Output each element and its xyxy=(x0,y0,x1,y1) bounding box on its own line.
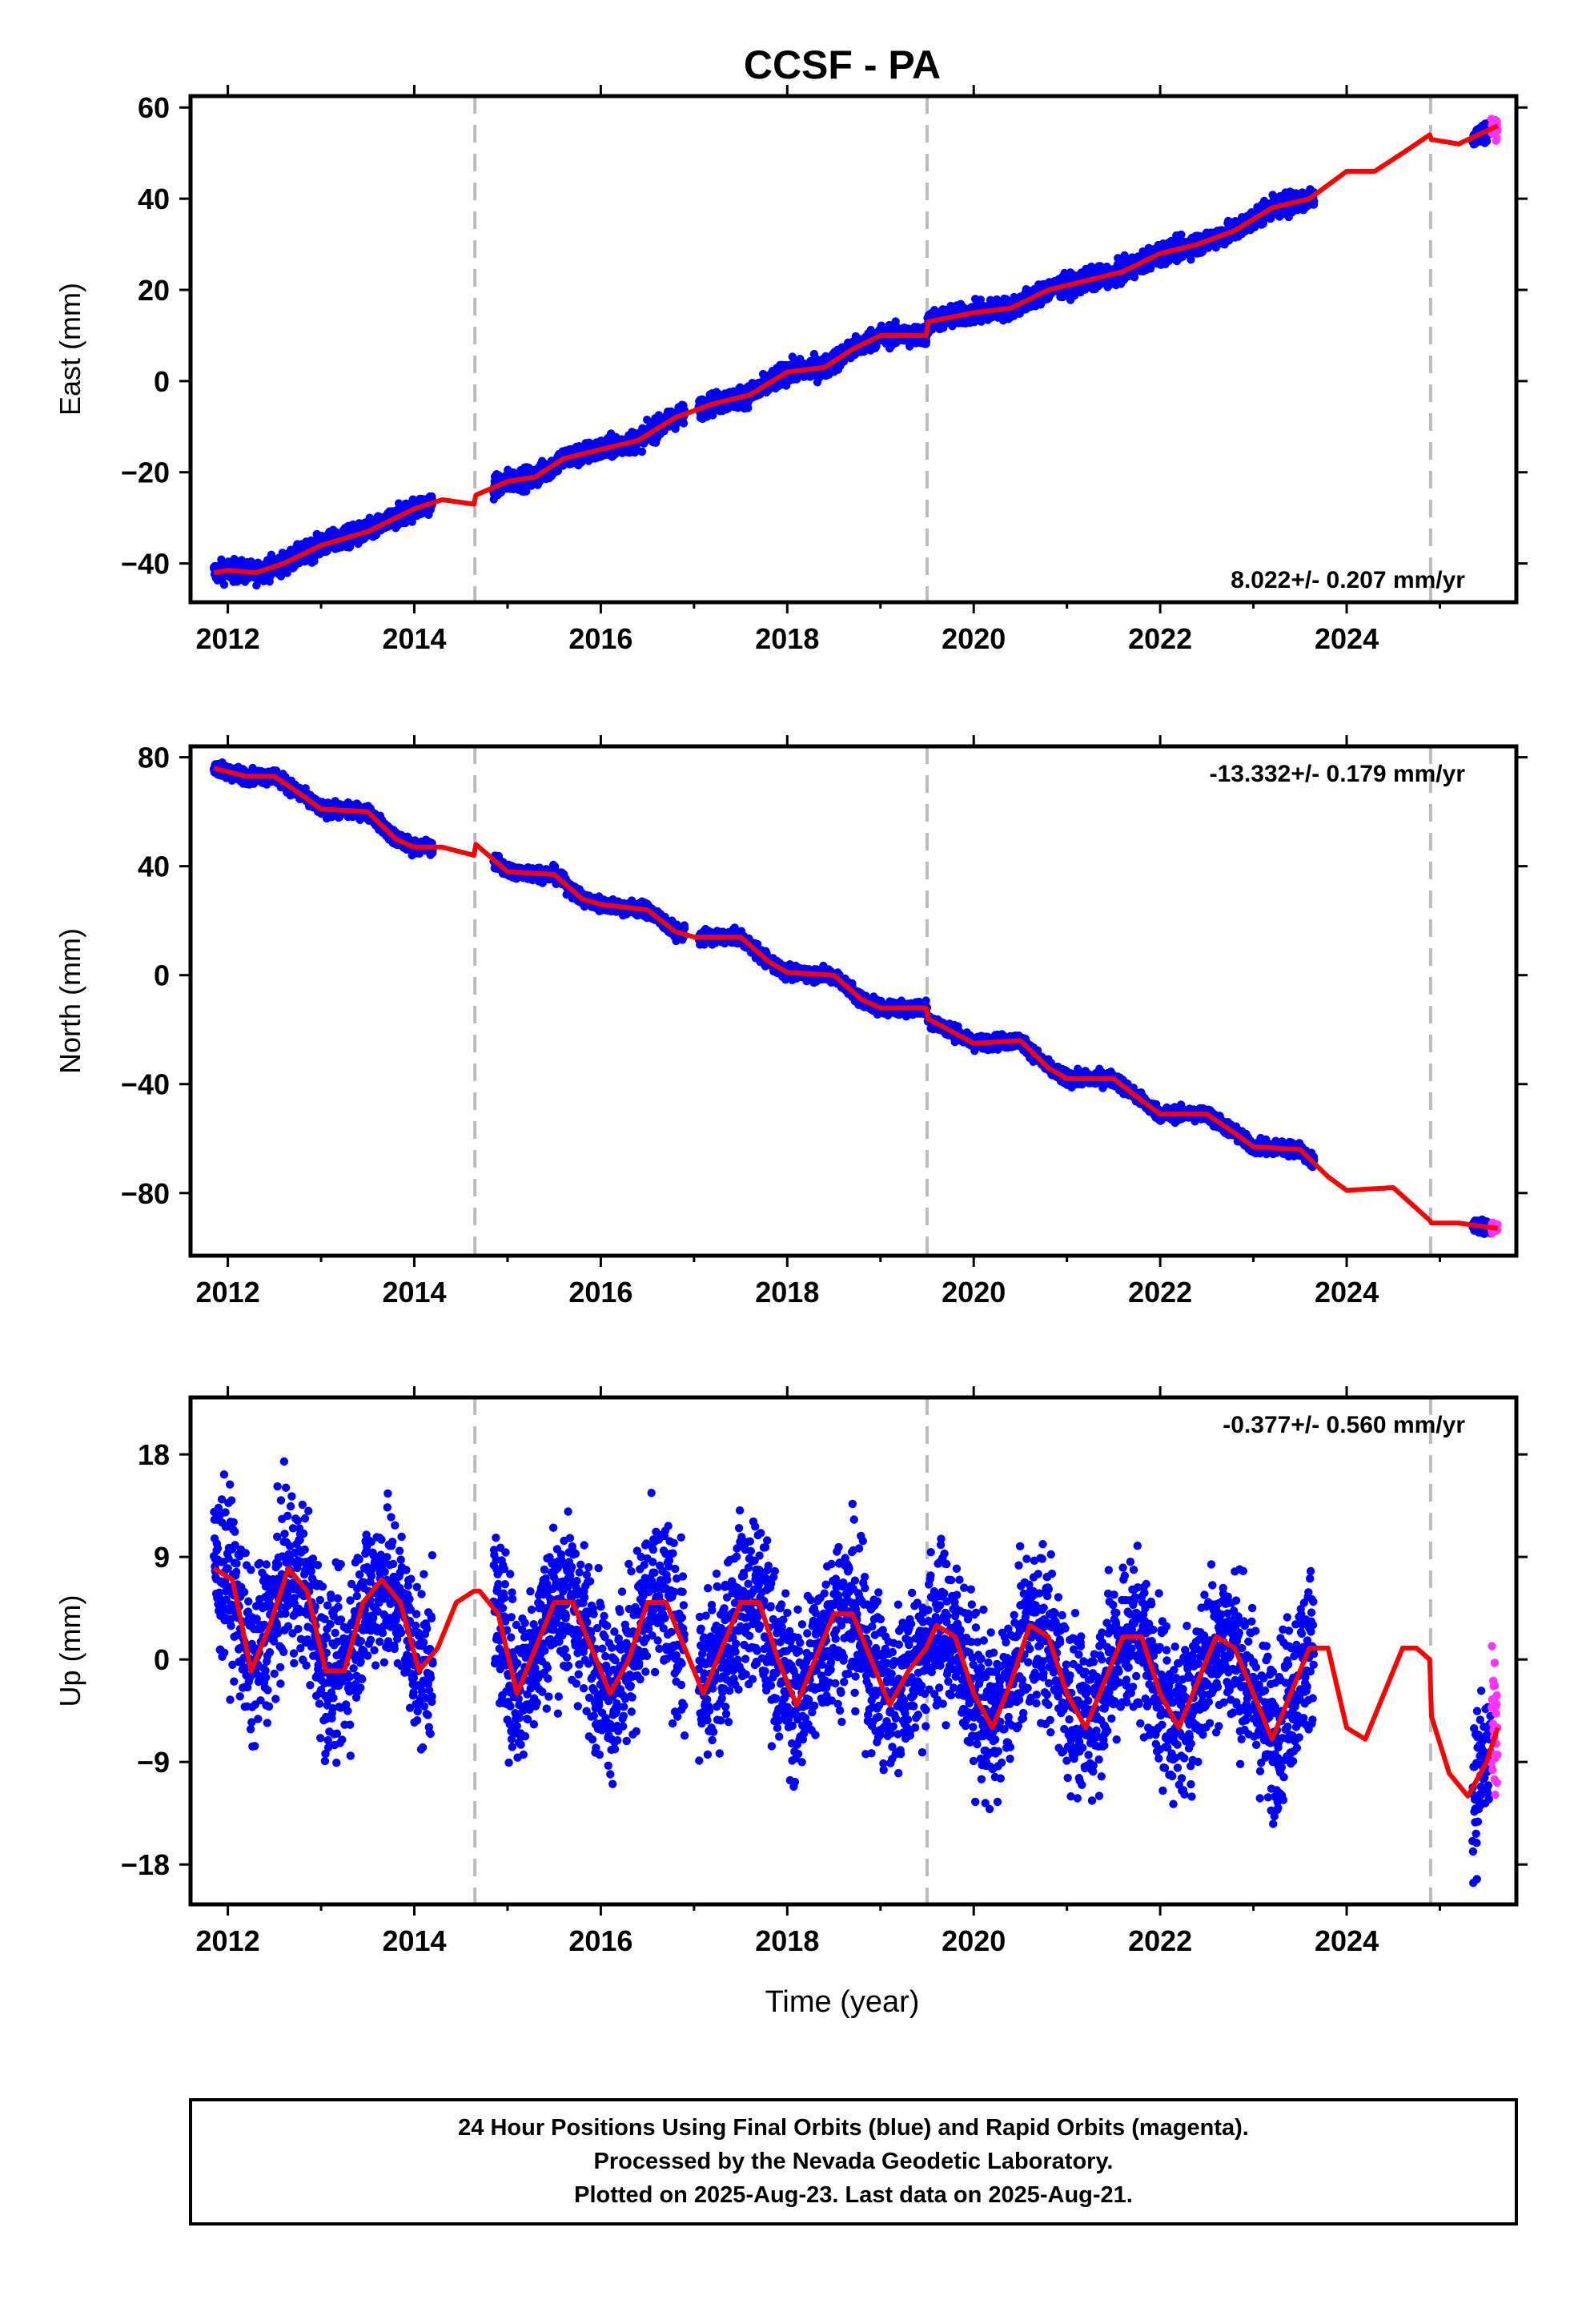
east-final-point xyxy=(219,580,229,589)
east-x-tick-label: 2022 xyxy=(1128,622,1192,655)
chart-title: CCSF - PA xyxy=(744,42,941,87)
east-x-tick-label: 2014 xyxy=(382,622,446,655)
east-plot-area xyxy=(209,96,1502,602)
east-final-point xyxy=(522,487,531,496)
east-x-tick-label: 2018 xyxy=(755,622,819,655)
east-final-point xyxy=(637,447,647,456)
east-x-tick-label: 2024 xyxy=(1315,622,1379,655)
east-final-orbit-points xyxy=(209,119,1496,590)
east-y-tick-label: 40 xyxy=(138,183,170,215)
east-x-tick-label: 2020 xyxy=(942,622,1006,655)
east-rate-annotation: 8.022+/- 0.207 mm/yr xyxy=(1231,567,1465,593)
east-y-tick-label: 60 xyxy=(138,91,170,124)
east-final-point xyxy=(679,419,689,428)
east-panel: 2012 2014 2016 2018 2020 2022 2024 −40 −20 0 20 40 6… xyxy=(54,85,1528,655)
east-y-tick-label: 20 xyxy=(138,274,170,307)
east-y-tick-label: −20 xyxy=(121,456,170,489)
east-rapid-point xyxy=(1492,134,1501,143)
east-y-tick-label: −40 xyxy=(121,548,170,581)
east-final-point xyxy=(744,404,753,412)
east-y-axis-label: East (mm) xyxy=(54,283,86,416)
north-plot-area xyxy=(209,746,1502,1256)
east-x-tick-label: 2016 xyxy=(568,622,632,655)
east-y-tick-label: 0 xyxy=(154,365,170,398)
east-final-point xyxy=(346,542,355,551)
east-final-point xyxy=(1186,255,1195,264)
east-x-tick-label: 2012 xyxy=(196,622,260,655)
north-final-orbit-points xyxy=(209,758,1496,1239)
east-final-point xyxy=(408,517,416,526)
north-panel: 2012 2014 2016 2018 2020 2022 2024−80−4004080N… xyxy=(54,735,1528,1309)
